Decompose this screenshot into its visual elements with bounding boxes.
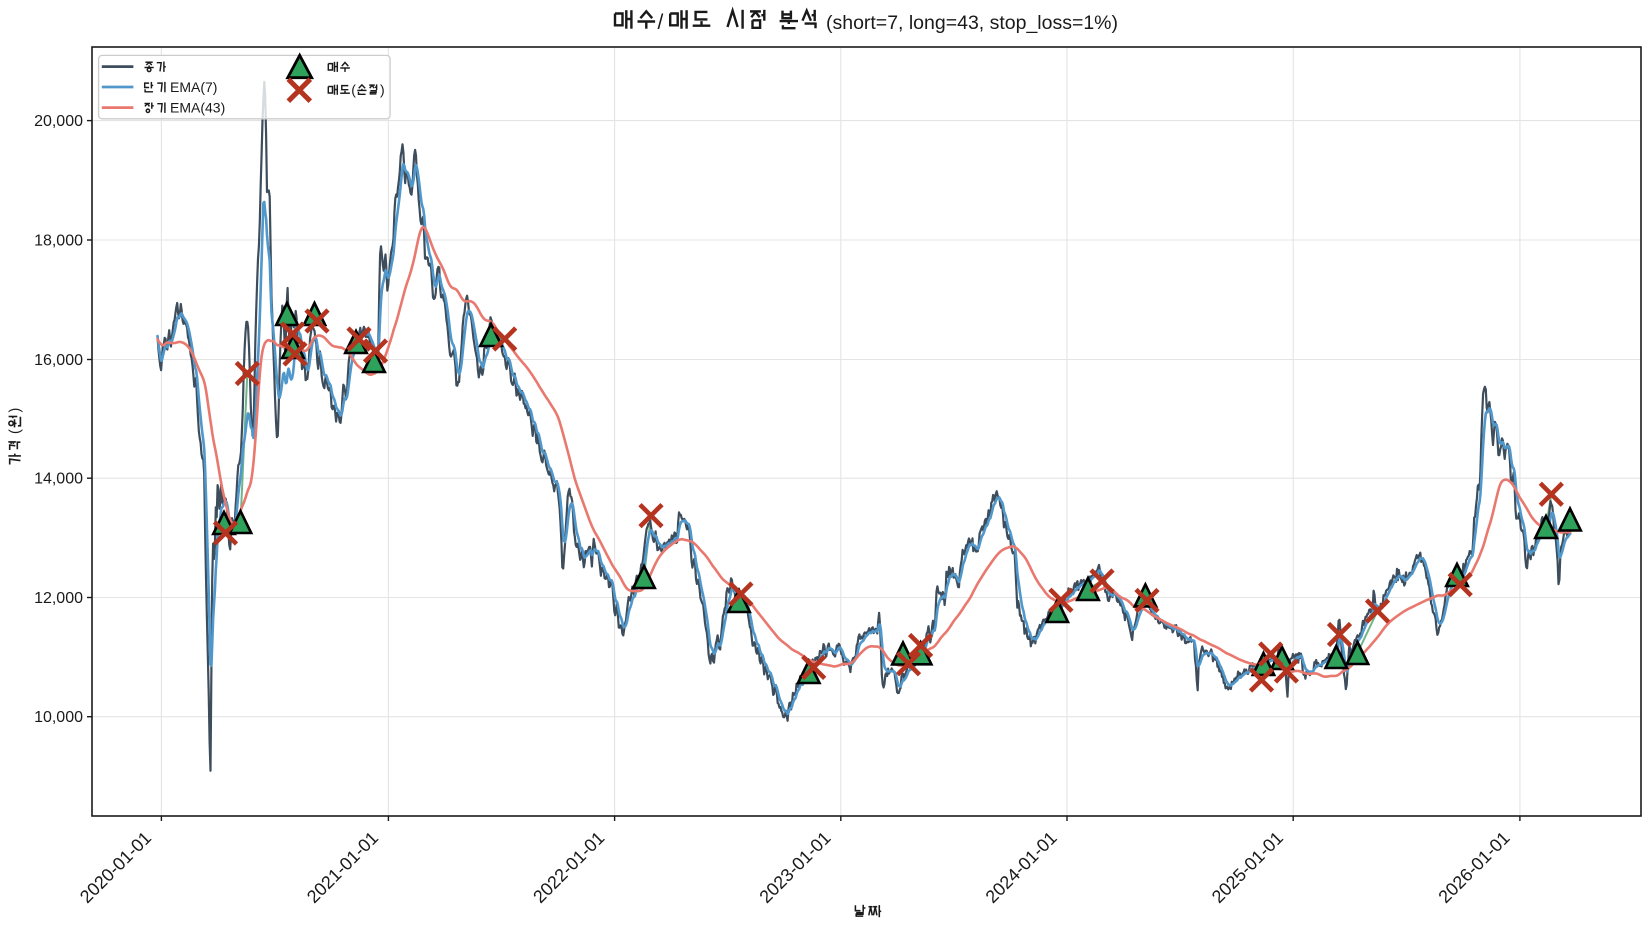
svg-text:(: ( <box>8 429 24 434</box>
svg-text:20,000: 20,000 <box>34 113 83 130</box>
svg-text:18,000: 18,000 <box>34 233 83 250</box>
svg-text:/: / <box>658 11 664 34</box>
svg-text:(short=7, long=43, stop_loss=1: (short=7, long=43, stop_loss=1%) <box>826 12 1118 34</box>
svg-text:): ) <box>380 82 385 98</box>
svg-text:12,000: 12,000 <box>34 590 83 607</box>
svg-text:EMA(43): EMA(43) <box>170 100 225 116</box>
svg-text:EMA(7): EMA(7) <box>170 79 217 95</box>
svg-text:(: ( <box>351 82 356 98</box>
svg-text:16,000: 16,000 <box>34 352 83 369</box>
svg-text:10,000: 10,000 <box>34 709 83 726</box>
svg-text:14,000: 14,000 <box>34 471 83 488</box>
svg-text:): ) <box>8 408 24 413</box>
